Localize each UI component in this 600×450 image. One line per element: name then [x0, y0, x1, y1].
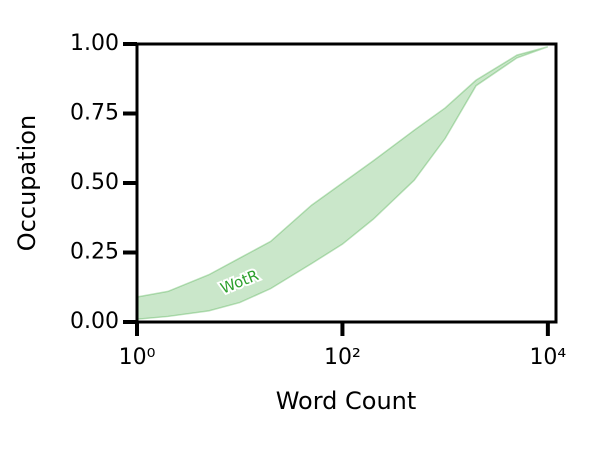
x-tick-label: 10² [324, 345, 361, 370]
x-tick-label: 10⁰ [119, 345, 156, 370]
y-tick-label: 0.00 [70, 309, 119, 334]
y-tick-label: 0.25 [70, 240, 119, 265]
y-tick-label: 1.00 [70, 31, 119, 56]
band-area [136, 46, 549, 321]
x-tick-label: 10⁴ [529, 345, 566, 370]
y-axis-title: Occupation [13, 115, 41, 251]
x-axis-title: Word Count [276, 387, 417, 415]
y-tick-label: 0.50 [70, 170, 119, 195]
y-tick-label: 0.75 [70, 101, 119, 126]
